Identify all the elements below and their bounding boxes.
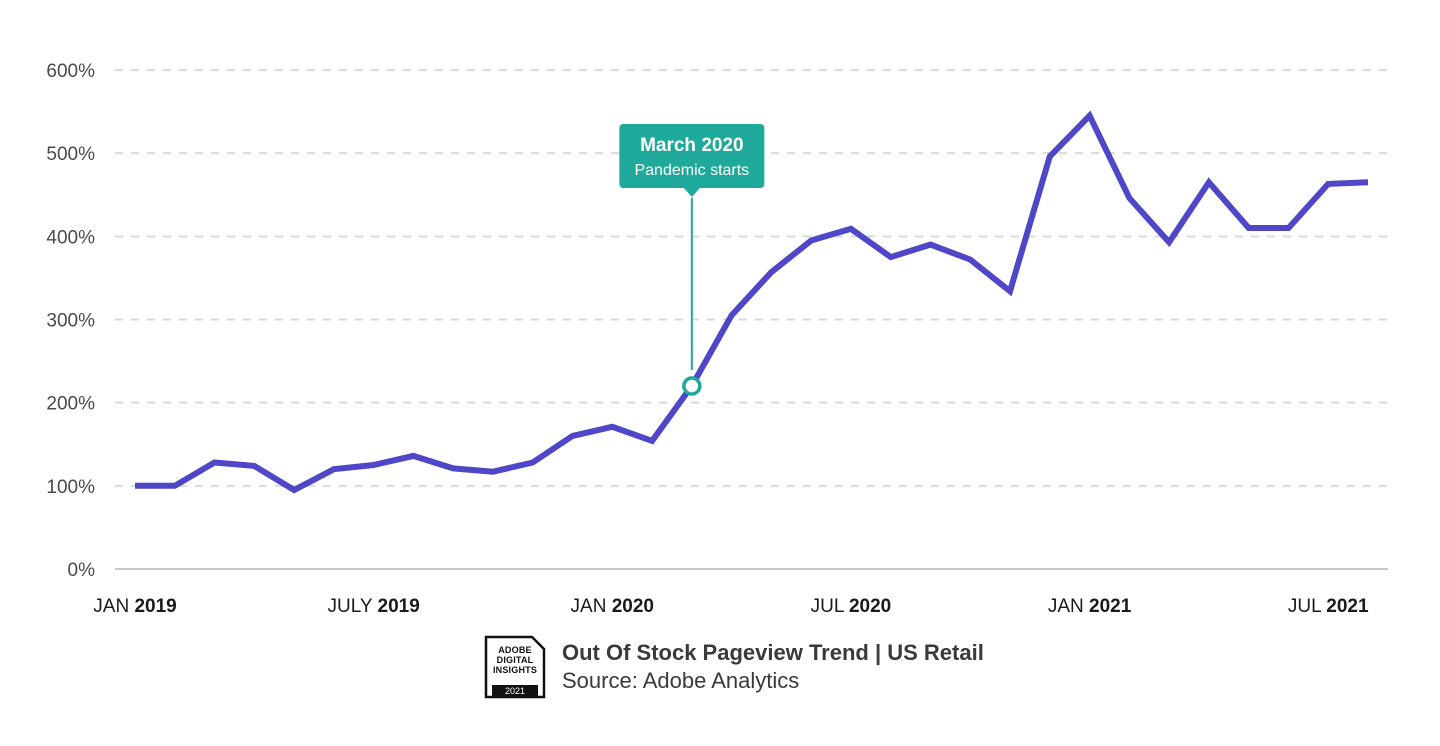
- x-tick-label: JAN 2020: [571, 596, 654, 617]
- y-tick-label: 100%: [46, 477, 95, 498]
- y-tick-label: 400%: [46, 227, 95, 248]
- x-tick-year: 2019: [134, 596, 176, 617]
- y-tick-label: 300%: [46, 311, 95, 332]
- x-tick-year: 2021: [1089, 596, 1132, 617]
- y-tick-label: 0%: [68, 560, 96, 581]
- x-tick-label: JAN 2021: [1048, 596, 1132, 617]
- x-tick-label: JUL 2021: [1288, 596, 1369, 617]
- x-tick-label: JULY 2019: [328, 596, 420, 617]
- gridlines: [115, 69, 1388, 570]
- x-axis-ticks: JAN 2019 JULY 2019 JAN 2020 JUL 2020 JAN 202…: [93, 596, 1369, 617]
- callout-marker: [682, 376, 702, 396]
- callout-subtitle: Pandemic starts: [634, 162, 749, 179]
- y-axis-ticks: 0% 100% 200% 300% 400% 500% 600%: [46, 61, 95, 581]
- x-tick-month: JAN: [93, 596, 134, 617]
- badge-label: ADOBE DIGITAL INSIGHTS: [490, 645, 540, 675]
- annotation-callout: March 2020 Pandemic starts: [619, 124, 765, 396]
- badge-line: ADOBE: [498, 645, 532, 655]
- chart-title: Out Of Stock Pageview Trend | US Retail: [562, 640, 984, 665]
- x-tick-year: 2021: [1326, 596, 1369, 617]
- x-tick-year: 2020: [612, 596, 654, 617]
- y-tick-label: 600%: [46, 61, 95, 82]
- badge-year: 2021: [492, 685, 538, 698]
- badge-line: DIGITAL: [496, 655, 534, 665]
- badge-line: INSIGHTS: [492, 665, 538, 675]
- badge-frame-icon: [484, 635, 546, 699]
- x-tick-month: JULY: [328, 596, 378, 617]
- series-layer: [135, 110, 1369, 494]
- y-tick-label: 500%: [46, 144, 95, 165]
- x-tick-month: JAN: [1048, 596, 1089, 617]
- callout-title: March 2020: [640, 135, 744, 156]
- callout-box: [619, 124, 765, 188]
- footer-text: Out Of Stock Pageview Trend | US Retail …: [562, 639, 984, 695]
- x-tick-month: JUL: [1288, 596, 1326, 617]
- callout-pointer: [683, 188, 700, 197]
- chart-footer: ADOBE DIGITAL INSIGHTS 2021 Out Of Stock…: [484, 634, 984, 700]
- x-tick-label: JUL 2020: [811, 596, 892, 617]
- adobe-digital-insights-badge: ADOBE DIGITAL INSIGHTS 2021: [484, 635, 546, 699]
- y-tick-label: 200%: [46, 394, 95, 415]
- x-tick-year: 2020: [849, 596, 891, 617]
- series-line: [135, 110, 1369, 494]
- x-tick-label: JAN 2019: [93, 596, 176, 617]
- x-tick-month: JUL: [811, 596, 849, 617]
- x-tick-month: JAN: [571, 596, 612, 617]
- x-tick-year: 2019: [378, 596, 420, 617]
- chart-source: Source: Adobe Analytics: [562, 668, 800, 693]
